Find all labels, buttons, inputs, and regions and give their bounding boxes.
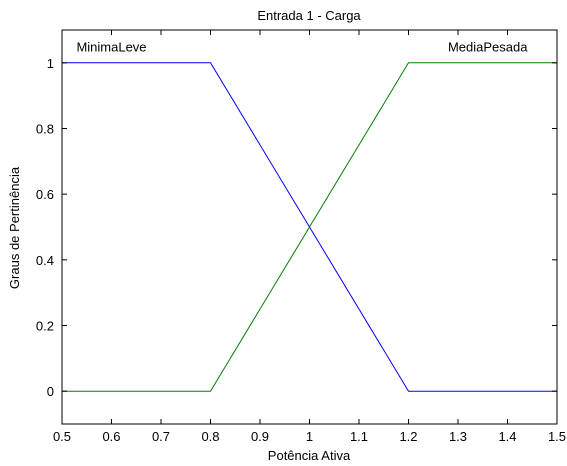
x-tick-label-6: 1.1 — [350, 429, 368, 444]
series-labels-layer: MinimaLeve MediaPesada — [76, 39, 528, 54]
x-tick-label-0: 0.5 — [53, 429, 71, 444]
x-tick-label-10: 1.5 — [548, 429, 566, 444]
x-tick-label-7: 1.2 — [399, 429, 417, 444]
ticks-layer: 0.5 0.6 0.7 0.8 0.9 1 1.1 1.2 1.3 1.4 1.5 0 0.2 0.4 0.… — [36, 30, 566, 444]
x-tick-label-2: 0.7 — [152, 429, 170, 444]
series-line-1 — [62, 62, 557, 392]
y-tick-label-1: 0.2 — [36, 319, 54, 334]
x-tick-label-9: 1.4 — [498, 429, 516, 444]
x-tick-label-1: 0.6 — [102, 429, 120, 444]
y-tick-label-0: 0 — [47, 384, 54, 399]
x-tick-label-8: 1.3 — [449, 429, 467, 444]
series-layer — [62, 62, 557, 392]
y-axis-label: Graus de Pertinência — [7, 166, 22, 289]
y-tick-label-5: 1 — [47, 56, 54, 71]
x-tick-label-5: 1 — [306, 429, 313, 444]
x-tick-label-4: 0.9 — [251, 429, 269, 444]
series-label-1: MediaPesada — [448, 39, 528, 54]
y-tick-label-3: 0.6 — [36, 187, 54, 202]
series-label-0: MinimaLeve — [76, 39, 146, 54]
x-tick-label-3: 0.8 — [201, 429, 219, 444]
x-axis-label: Potência Ativa — [268, 448, 351, 463]
y-tick-label-2: 0.4 — [36, 253, 54, 268]
y-tick-label-4: 0.8 — [36, 122, 54, 137]
chart-title: Entrada 1 - Carga — [257, 8, 361, 23]
